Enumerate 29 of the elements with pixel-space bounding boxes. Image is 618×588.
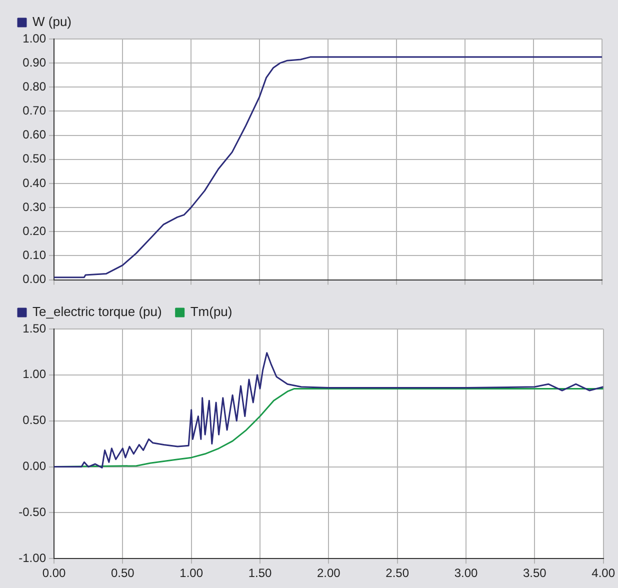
x-tick-label: 2.50 [386,566,410,580]
y-tick-label: -1.00 [18,550,46,565]
y-tick-label: 0.50 [22,413,46,428]
legend-label: W (pu) [32,14,72,30]
legend-label: Te_electric torque (pu) [32,304,162,320]
x-tick-label: 3.00 [454,566,478,580]
y-tick-label: 1.50 [22,321,46,336]
x-tick-label: 2.00 [316,566,341,580]
y-tick-label: 0.30 [22,200,46,214]
y-tick-label: 0.60 [22,128,46,142]
y-tick-label: 0.00 [22,272,46,286]
y-tick-label: 0.20 [22,224,46,238]
y-tick-label: 0.10 [22,248,46,262]
x-tick-label: 4.00 [592,566,616,580]
y-tick-label: 1.00 [22,31,46,46]
x-tick-label: 1.50 [248,566,272,580]
y-tick-label: 0.50 [22,152,46,166]
x-tick-label: 3.50 [522,566,547,580]
y-tick-label: -0.50 [18,504,46,519]
y-tick-label: 0.00 [22,459,46,474]
y-tick-label: 0.80 [22,79,46,94]
x-tick-label: 1.00 [180,566,204,580]
legend-label: Tm(pu) [190,304,232,320]
x-tick-label: 0.50 [110,566,135,580]
y-tick-label: 0.70 [22,104,46,118]
x-tick-label: 0.00 [42,566,66,580]
y-tick-label: 0.90 [22,55,46,70]
y-tick-label: 1.00 [22,367,46,382]
y-tick-label: 0.40 [22,176,46,190]
